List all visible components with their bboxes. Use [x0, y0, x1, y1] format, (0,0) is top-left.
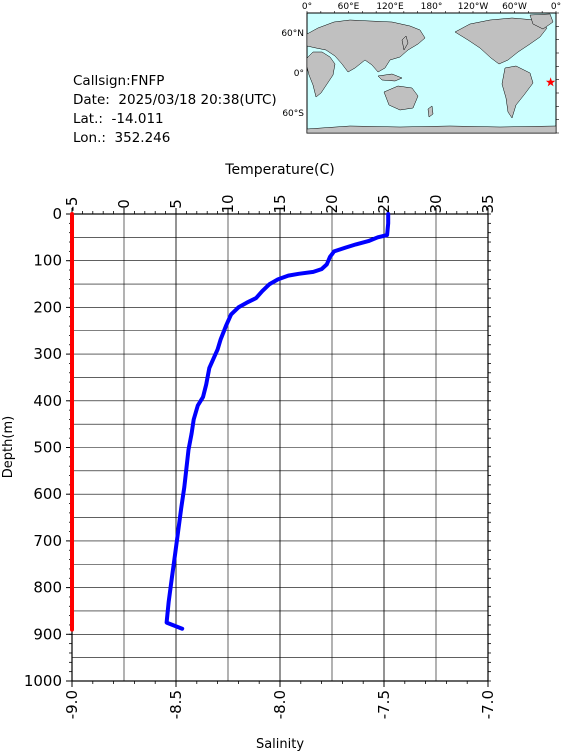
map-lon-label: 180°: [421, 2, 443, 12]
map-land: [306, 13, 557, 134]
temperature-tick-label: 30: [427, 194, 445, 213]
salinity-axis-label: Salinity: [256, 737, 304, 751]
temperature-axis-label: Temperature(C): [224, 162, 334, 178]
lon-text: Lon.: 352.246: [73, 130, 171, 146]
depth-tick-label: 600: [33, 485, 62, 503]
salinity-tick-label: -8.5: [167, 690, 185, 719]
salinity-tick-label: -7.5: [375, 690, 393, 719]
temperature-tick-label: -5: [63, 197, 81, 212]
lat-text: Lat.: -14.011: [73, 111, 164, 127]
salinity-tick-label: -7.0: [479, 690, 497, 719]
salinity-tick-label: -8.0: [271, 690, 289, 719]
temperature-profile-line: [164, 212, 391, 631]
map-lon-label: 60°W: [502, 2, 527, 12]
temperature-tick-label: 5: [167, 199, 185, 209]
temperature-tick-label: 0: [115, 199, 133, 209]
station-marker-icon: [545, 77, 556, 87]
depth-tick-label: 500: [33, 439, 62, 457]
temperature-tick-label: 20: [323, 194, 341, 213]
map-lon-labels: 0° 60°E 120°E 180° 120°W 60°W 0°: [302, 2, 561, 12]
depth-tick-label: 0: [52, 205, 62, 223]
star-icon: [545, 77, 556, 87]
station-info: Callsign:FNFP Date: 2025/03/18 20:38(UTC…: [73, 72, 277, 148]
map-lon-label: 0°: [551, 2, 561, 12]
depth-tick-label: 1000: [24, 672, 62, 690]
map-lat-labels: 60°N 0° 60°S: [281, 29, 304, 119]
chart-series: [70, 212, 391, 632]
map-lon-label: 120°E: [376, 2, 404, 12]
depth-axis-label: Depth(m): [1, 416, 16, 478]
map-ticks: [306, 11, 559, 134]
salinity-tick-label: -9.0: [63, 690, 81, 719]
map-lat-label: 0°: [294, 69, 304, 79]
depth-tick-label: 200: [33, 298, 62, 316]
map-lon-label: 60°E: [338, 2, 360, 12]
map-lat-label: 60°S: [282, 109, 304, 119]
chart-grid: [71, 213, 489, 682]
temperature-tick-label: 10: [219, 194, 237, 213]
map-lat-label: 60°N: [281, 29, 304, 39]
depth-tick-label: 400: [33, 392, 62, 410]
depth-tick-label: 100: [33, 252, 62, 270]
map-lon-label: 0°: [302, 2, 312, 12]
temperature-axis: -5 0 5 10 15 20 25 30 35: [63, 194, 497, 214]
map-lon-label: 120°W: [458, 2, 489, 12]
callsign-text: Callsign:FNFP: [73, 73, 165, 89]
temperature-tick-label: 15: [271, 194, 289, 213]
depth-tick-label: 700: [33, 532, 62, 550]
profile-chart: -5 0 5 10 15 20 25 30 35 01002003004005006007008…: [1, 162, 497, 751]
temperature-tick-label: 35: [479, 194, 497, 213]
world-map-inset: 0° 60°E 120°E 180° 120°W 60°W 0° 60°N 0° 60°S: [281, 2, 561, 134]
depth-tick-label: 800: [33, 579, 62, 597]
date-text: Date: 2025/03/18 20:38(UTC): [73, 92, 277, 108]
depth-tick-label: 900: [33, 625, 62, 643]
depth-tick-label: 300: [33, 345, 62, 363]
salinity-axis: -9.0 -8.5 -8.0 -7.5 -7.0: [63, 681, 497, 719]
temperature-tick-label: 25: [375, 194, 393, 213]
